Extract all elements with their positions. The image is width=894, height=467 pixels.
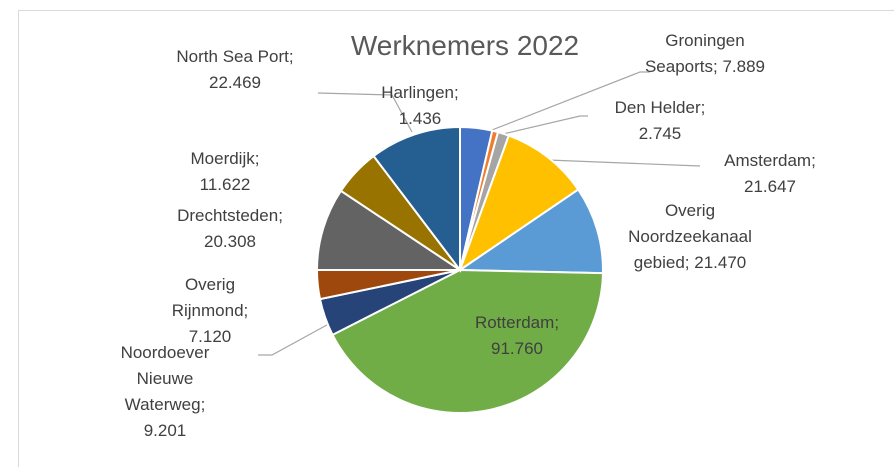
data-label: Noordoever Nieuwe Waterweg; 9.201	[110, 340, 220, 444]
chart-title: Werknemers 2022	[350, 30, 580, 61]
label-separator: ;	[288, 47, 294, 66]
label-category: Groningen Seaports	[644, 31, 745, 76]
label-value: 7.120	[188, 327, 232, 346]
data-label: Overig Rijnmond; 7.120	[165, 272, 255, 350]
label-category: North Sea Port	[176, 47, 289, 66]
leader-line	[547, 159, 701, 167]
label-value: 22.469	[209, 73, 261, 92]
label-value: 20.308	[204, 232, 256, 251]
label-separator: ;	[254, 149, 260, 168]
data-label: Groningen Seaports; 7.889	[635, 28, 775, 80]
label-value: 21.647	[744, 177, 796, 196]
label-separator: ;	[700, 98, 706, 117]
label-category: Amsterdam	[724, 151, 812, 170]
label-value: 9.201	[143, 421, 187, 440]
data-label: Den Helder; 2.745	[600, 95, 720, 147]
leader-line	[502, 115, 588, 135]
label-value: 2.745	[638, 124, 682, 143]
leader-line	[258, 319, 337, 356]
label-value: 91.760	[491, 339, 543, 358]
label-category: Den Helder	[614, 98, 701, 117]
label-category: Overig Noordzeekanaal gebied	[628, 201, 752, 272]
pie-slice	[315, 189, 464, 272]
label-separator: ;	[243, 301, 249, 320]
label-separator: ;	[200, 395, 206, 414]
pie-slice	[458, 134, 580, 273]
data-label: Rotterdam; 91.760	[457, 310, 577, 362]
label-value: 21.470	[694, 253, 747, 272]
label-separator: ;	[278, 206, 283, 225]
data-label: North Sea Port; 22.469	[165, 44, 305, 96]
label-separator: ;	[713, 57, 723, 76]
label-category: Noordoever Nieuwe Waterweg	[120, 343, 210, 414]
data-label: Overig Noordzeekanaal gebied; 21.470	[625, 198, 755, 276]
label-value: 1.436	[398, 109, 442, 128]
label-value: 11.622	[199, 175, 251, 194]
label-category: Overig Rijnmond	[171, 275, 244, 320]
label-separator: ;	[454, 83, 459, 102]
label-separator: ;	[554, 313, 560, 332]
data-label: Drechtsteden; 20.308	[165, 203, 295, 255]
data-label: Moerdijk; 11.622	[175, 146, 275, 198]
pie-slice	[372, 125, 461, 273]
data-label: Harlingen; 1.436	[365, 80, 475, 132]
label-separator: ;	[684, 253, 695, 272]
leader-line	[317, 92, 413, 133]
label-category: Rotterdam	[474, 313, 555, 332]
label-category: Harlingen	[381, 83, 455, 102]
label-category: Moerdijk	[190, 149, 255, 168]
label-separator: ;	[811, 151, 816, 170]
label-value: 7.889	[722, 57, 766, 76]
leader-line	[491, 71, 650, 131]
pie-slice	[456, 188, 604, 275]
label-category: Drechtsteden	[177, 206, 279, 225]
pie-slice	[331, 268, 604, 414]
data-label: Amsterdam; 21.647	[710, 148, 830, 200]
